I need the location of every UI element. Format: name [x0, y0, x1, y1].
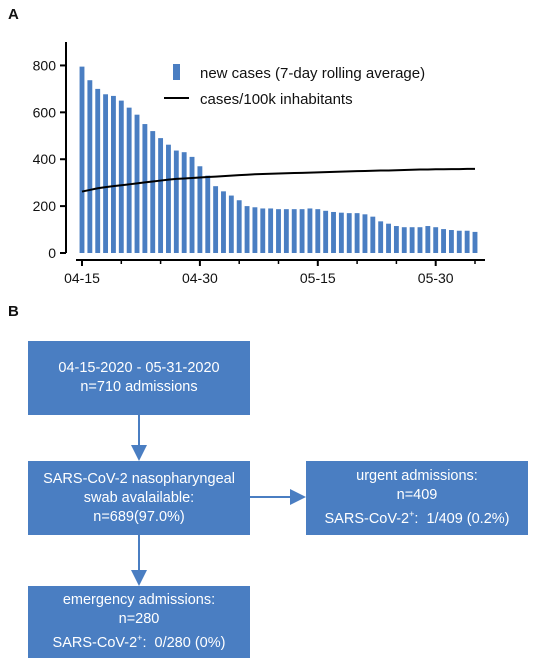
emergency-positive-value: : 0/280 (0%) [142, 634, 226, 651]
swab-line-1: SARS-CoV-2 nasopharyngeal [43, 470, 235, 487]
bar [378, 221, 384, 253]
y-tick-label: 600 [33, 104, 57, 120]
x-tick-label: 05-30 [418, 270, 454, 286]
bar [307, 208, 313, 253]
bar [393, 226, 399, 253]
legend-line-label: cases/100k inhabitants [200, 91, 353, 108]
chart-legend: new cases (7-day rolling average) cases/… [164, 64, 425, 108]
y-tick-label: 200 [33, 198, 57, 214]
bar [189, 156, 195, 253]
bar [417, 227, 423, 253]
flowchart-box-period: 04-15-2020 - 05-31-2020 n=710 admissions [28, 341, 250, 415]
chart-axes: 0 200 400 600 800 04-15 04-30 05-15 05-30 [33, 42, 485, 286]
urgent-virus-label: SARS-CoV-2 [324, 510, 410, 527]
swab-count: n=689(97.0%) [93, 508, 185, 525]
y-tick-label: 800 [33, 57, 57, 73]
x-tick-label: 04-15 [64, 270, 100, 286]
line-series [81, 167, 475, 193]
bar [283, 209, 289, 253]
bar [79, 66, 85, 254]
bar [472, 231, 478, 253]
bar [126, 107, 132, 253]
bar [456, 230, 462, 253]
urgent-positive: SARS-CoV-2+: 1/409 (0.2%) [325, 505, 510, 529]
bar [87, 80, 93, 254]
period-admissions: n=710 admissions [80, 379, 198, 395]
emergency-title: emergency admissions: [62, 592, 216, 609]
cases-per-100k-line [81, 167, 475, 193]
bar [331, 211, 336, 253]
bar [111, 95, 116, 253]
bar [338, 212, 344, 253]
bar [276, 209, 281, 253]
y-tick-label: 0 [48, 245, 56, 261]
bar [244, 206, 250, 253]
panel-b-label: B [8, 303, 19, 320]
legend-bar-label: new cases (7-day rolling average) [200, 65, 425, 82]
bar [346, 213, 352, 253]
bar [252, 207, 258, 253]
bar [409, 227, 415, 253]
flowchart-box-swab: SARS-CoV-2 nasopharyngeal swab avalailab… [28, 461, 250, 535]
emergency-virus-label: SARS-CoV-2 [52, 634, 138, 651]
emergency-virus-sup: + [137, 633, 143, 644]
swab-line-2: swab avalailable: [83, 489, 195, 506]
bar [464, 230, 470, 253]
panel-a-label: A [8, 6, 19, 23]
bar [221, 191, 226, 253]
flowchart-box-urgent: urgent admissions: n=409 SARS-CoV-2+: 1/… [306, 461, 528, 535]
bar [166, 144, 171, 253]
bar [158, 138, 164, 253]
y-tick-label: 400 [33, 151, 57, 167]
bar [441, 229, 446, 253]
bar [386, 223, 391, 253]
bar [103, 94, 109, 253]
cases-chart: 0 200 400 600 800 04-15 04-30 05-15 05-30 new ca… [33, 42, 485, 286]
legend-bar-swatch [173, 64, 180, 80]
bar [150, 131, 156, 253]
bar [173, 150, 179, 253]
bar [197, 166, 203, 253]
bar [299, 209, 305, 253]
bar [354, 213, 360, 253]
bar [260, 208, 266, 253]
urgent-virus-sup: + [409, 509, 415, 520]
bar [323, 210, 329, 253]
urgent-count: n=409 [396, 487, 438, 504]
emergency-positive: SARS-CoV-2+: 0/280 (0%) [53, 629, 226, 653]
bar [118, 100, 124, 253]
bar [291, 209, 297, 253]
bar [236, 200, 242, 253]
bar [401, 227, 407, 253]
bar [362, 214, 368, 253]
bar [425, 226, 431, 253]
bar [370, 216, 376, 253]
bar [268, 208, 274, 253]
bar [448, 230, 454, 253]
bar-series [79, 66, 478, 254]
x-tick-label: 05-15 [300, 270, 336, 286]
flowchart-box-emergency: emergency admissions: n=280 SARS-CoV-2+:… [28, 586, 250, 658]
bar [205, 175, 211, 253]
x-tick-label: 04-30 [182, 270, 218, 286]
bar [95, 88, 101, 253]
bar [315, 209, 321, 253]
bar [181, 152, 187, 253]
urgent-positive-value: : 1/409 (0.2%) [414, 510, 510, 527]
bar [433, 227, 439, 253]
emergency-count: n=280 [118, 611, 160, 628]
urgent-title: urgent admissions: [356, 468, 478, 485]
period-dates: 04-15-2020 - 05-31-2020 [58, 360, 220, 376]
bar [213, 186, 219, 253]
bar [228, 195, 234, 253]
bar [142, 124, 148, 253]
